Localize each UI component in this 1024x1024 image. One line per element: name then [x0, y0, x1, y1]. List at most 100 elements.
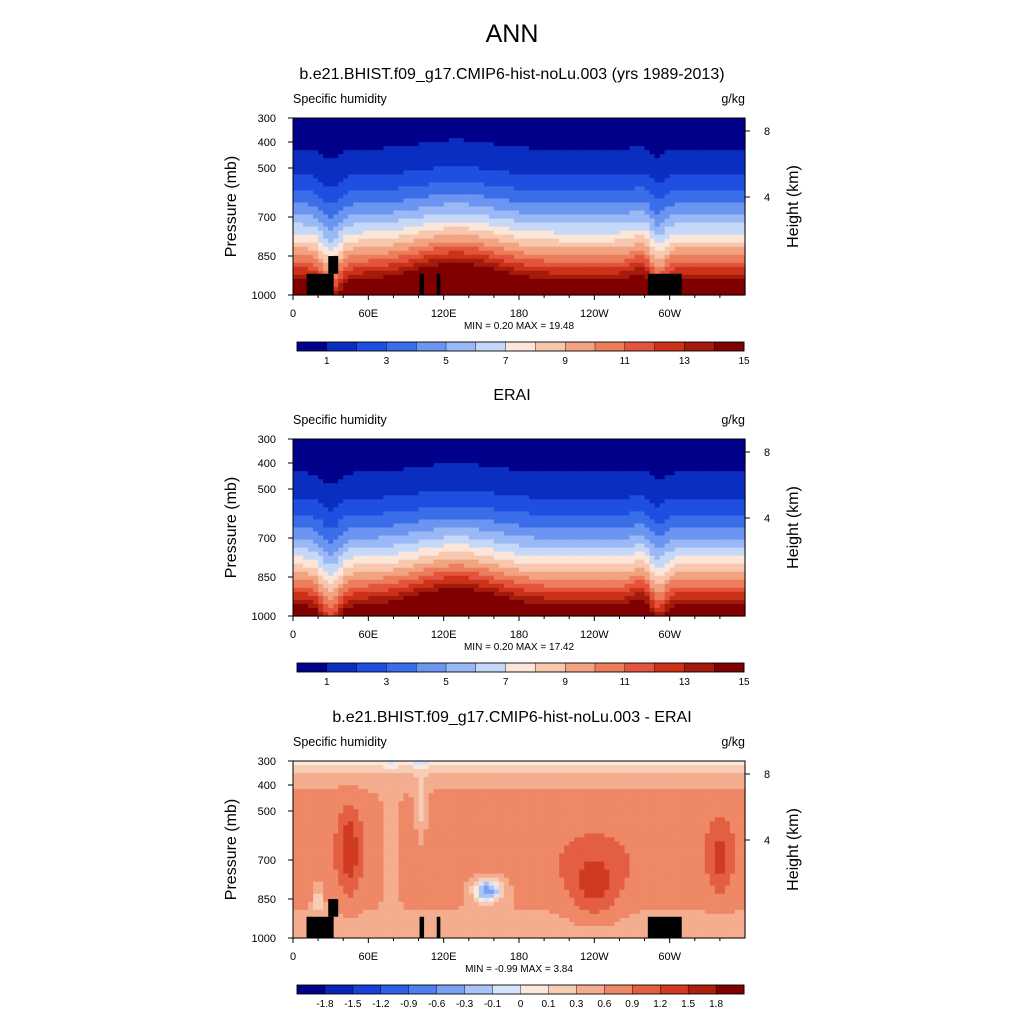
heatmap-cell: [674, 162, 681, 167]
heatmap-cell: [493, 266, 500, 272]
heatmap-cell: [463, 190, 470, 196]
heatmap-cell: [549, 290, 555, 296]
heatmap-cell: [358, 186, 364, 192]
heatmap-cell: [539, 190, 545, 196]
heatmap-cell: [388, 282, 395, 288]
heatmap-cell: [318, 451, 324, 456]
heatmap-cell: [569, 146, 575, 151]
heatmap-cell: [609, 238, 616, 244]
heatmap-cell: [393, 134, 400, 139]
heatmap-cell: [323, 451, 329, 456]
heatmap-cell: [714, 467, 721, 472]
heatmap-cell: [358, 150, 364, 155]
heatmap-cell: [328, 447, 334, 452]
heatmap-cell: [428, 122, 435, 127]
heatmap-cell: [348, 218, 354, 224]
heatmap-cell: [358, 154, 364, 159]
heatmap-cell: [348, 222, 354, 228]
heatmap-cell: [338, 158, 344, 163]
heatmap-cell: [669, 202, 676, 208]
heatmap-cell: [714, 178, 721, 183]
heatmap-cell: [433, 178, 440, 183]
heatmap-cell: [624, 130, 631, 135]
heatmap-cell: [388, 479, 395, 484]
heatmap-cell: [298, 447, 304, 452]
heatmap-cell: [714, 154, 721, 159]
heatmap-cell: [348, 206, 354, 212]
heatmap-cell: [363, 266, 369, 272]
heatmap-cell: [589, 214, 595, 220]
heatmap-cell: [343, 130, 349, 135]
heatmap-cell: [529, 463, 535, 468]
heatmap-cell: [599, 266, 605, 272]
heatmap-cell: [448, 447, 455, 452]
heatmap-cell: [549, 286, 555, 292]
heatmap-cell: [574, 286, 580, 292]
heatmap-cell: [468, 162, 475, 167]
heatmap-cell: [559, 262, 565, 268]
heatmap-cell: [599, 274, 605, 280]
heatmap-cell: [594, 138, 600, 143]
heatmap-cell: [428, 238, 435, 244]
heatmap-cell: [343, 190, 349, 196]
heatmap-cell: [519, 254, 525, 260]
heatmap-cell: [473, 146, 480, 151]
colorbar-swatch: [684, 341, 715, 352]
heatmap-cell: [358, 274, 364, 280]
heatmap-cell: [418, 443, 425, 448]
heatmap-cell: [579, 262, 585, 268]
heatmap-cell: [704, 451, 711, 456]
heatmap-cell: [343, 210, 349, 216]
heatmap-cell: [368, 174, 374, 179]
heatmap-cell: [318, 138, 324, 143]
heatmap-cell: [664, 198, 671, 204]
heatmap-cell: [378, 254, 384, 260]
heatmap-cell: [473, 234, 480, 240]
heatmap-cell: [483, 126, 490, 131]
heatmap-cell: [539, 122, 545, 127]
heatmap-cell: [524, 463, 530, 468]
heatmap-cell: [328, 178, 334, 183]
heatmap-cell: [333, 150, 339, 155]
heatmap-cell: [433, 202, 440, 208]
heatmap-cell: [699, 467, 706, 472]
heatmap-cell: [398, 451, 405, 456]
heatmap-cell: [594, 459, 600, 464]
heatmap-cell: [443, 242, 450, 248]
heatmap-cell: [529, 258, 535, 264]
heatmap-cell: [614, 202, 621, 208]
heatmap-cell: [343, 246, 349, 252]
heatmap-cell: [388, 214, 395, 220]
heatmap-cell: [513, 190, 520, 196]
heatmap-cell: [634, 170, 641, 175]
heatmap-cell: [629, 274, 636, 280]
heatmap-cell: [634, 130, 641, 135]
heatmap-cell: [604, 150, 610, 155]
heatmap-cell: [674, 463, 681, 468]
heatmap-cell: [689, 166, 696, 171]
heatmap-cell: [433, 186, 440, 192]
heatmap-cell: [413, 154, 420, 159]
heatmap-cell: [403, 214, 410, 220]
heatmap-cell: [333, 210, 339, 216]
heatmap-cell: [503, 122, 510, 127]
heatmap-cell: [338, 190, 344, 196]
heatmap-cell: [584, 126, 590, 131]
heatmap-cell: [519, 158, 525, 163]
heatmap-cell: [664, 467, 671, 472]
heatmap-cell: [383, 214, 390, 220]
heatmap-cell: [478, 122, 485, 127]
heatmap-cell: [328, 459, 334, 464]
heatmap-cell: [639, 451, 646, 456]
heatmap-cell: [704, 138, 711, 143]
heatmap-cell: [303, 134, 309, 139]
heatmap-cell: [564, 122, 570, 127]
heatmap-cell: [684, 190, 691, 196]
heatmap-cell: [443, 471, 450, 476]
heatmap-cell: [383, 479, 390, 484]
heatmap-cell: [498, 222, 505, 228]
heatmap-cell: [624, 178, 631, 183]
heatmap-cell: [594, 467, 600, 472]
heatmap-cell: [734, 439, 741, 444]
heatmap-cell: [679, 134, 686, 139]
